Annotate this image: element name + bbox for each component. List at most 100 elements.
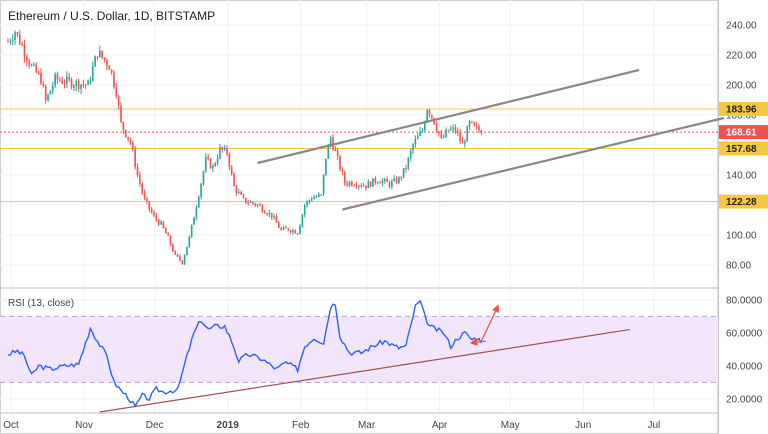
price-tick-label: 80.00	[726, 261, 751, 272]
candle-body	[252, 202, 254, 204]
candle-body	[454, 127, 457, 132]
candle-body	[423, 122, 426, 131]
candle-body	[386, 178, 388, 182]
candle-body	[442, 136, 445, 138]
rsi-tick-label: 40.0000	[726, 361, 763, 372]
candle-body	[221, 147, 224, 150]
candle-body	[308, 200, 311, 202]
candle-body	[358, 185, 360, 187]
candle-body	[139, 175, 141, 184]
candle-body	[193, 217, 195, 225]
candle-body	[103, 57, 106, 61]
candle-body	[216, 158, 219, 164]
candle-body	[94, 56, 96, 67]
candle-body	[127, 136, 129, 140]
candle-body	[414, 139, 417, 145]
candle-body	[167, 233, 169, 236]
candle-body	[341, 169, 344, 172]
candle-body	[129, 139, 132, 143]
candle-body	[376, 182, 379, 184]
candle-body	[372, 178, 374, 187]
candle-body	[75, 80, 78, 86]
rsi-arrow	[480, 304, 499, 342]
candle-body	[73, 85, 75, 88]
candle-body	[212, 165, 214, 169]
candle-body	[421, 130, 424, 132]
candle-body	[160, 221, 162, 225]
candle-body	[426, 110, 428, 123]
candle-body	[131, 142, 134, 150]
candle-body	[459, 132, 461, 141]
candle-body	[54, 73, 56, 86]
candle-body	[186, 246, 188, 256]
level-tag-text: 157.68	[726, 144, 757, 155]
candle-body	[332, 137, 334, 150]
candle-body	[379, 182, 381, 184]
candle-body	[84, 84, 87, 86]
candle-body	[353, 185, 355, 187]
candle-body	[431, 115, 433, 119]
candle-body	[416, 135, 419, 140]
candle-body	[23, 45, 26, 57]
candle-body	[190, 224, 193, 237]
axes: Oct Nov Dec 2019 Feb Mar Apr May Jun Jul 240.00 220…	[3, 21, 768, 431]
candle-body	[26, 56, 28, 61]
candle-body	[320, 194, 323, 196]
candle-body	[80, 84, 82, 89]
candle-body	[44, 86, 47, 101]
x-tick-label: Oct	[3, 420, 19, 431]
candle-body	[315, 196, 318, 198]
candle-body	[51, 85, 54, 91]
candle-body	[285, 227, 287, 229]
candle-body	[202, 171, 205, 184]
level-tag: 122.28	[719, 194, 768, 209]
candle-body	[478, 126, 480, 131]
candle-body	[261, 205, 264, 212]
candle-body	[412, 144, 414, 151]
candle-body	[350, 181, 353, 186]
candle-body	[475, 125, 478, 127]
candle-body	[336, 150, 339, 157]
candle-body	[275, 216, 278, 223]
candle-body	[7, 41, 9, 43]
candle-body	[63, 83, 66, 85]
candle-body	[68, 76, 71, 80]
candle-body	[393, 178, 396, 181]
candle-body	[438, 131, 440, 134]
candle-body	[280, 227, 282, 230]
candle-body	[362, 185, 365, 187]
candle-body	[464, 141, 466, 144]
price-tick-label: 200.00	[726, 81, 757, 92]
candle-body	[172, 244, 174, 252]
candle-body	[181, 260, 184, 264]
x-tick-label: Dec	[146, 420, 164, 431]
candle-body	[355, 185, 358, 187]
candle-body	[254, 203, 257, 206]
level-tag-bg	[719, 194, 768, 209]
candle-body	[58, 79, 61, 81]
candle-body	[245, 197, 247, 203]
candle-body	[40, 72, 42, 84]
candle-body	[56, 73, 59, 80]
rsi-line	[7, 299, 482, 408]
candle-body	[174, 251, 177, 255]
candle-body	[28, 60, 31, 66]
candle-body	[35, 64, 38, 73]
candle-body	[230, 166, 233, 174]
level-tag: 157.68	[719, 141, 768, 156]
candle-body	[21, 44, 23, 46]
chart-title: Ethereum / U.S. Dollar, 1D, BITSTAMP	[8, 9, 215, 23]
candle-body	[303, 205, 306, 215]
channel-line	[342, 116, 725, 211]
candle-body	[318, 194, 320, 197]
candle-body	[33, 64, 35, 66]
candle-body	[122, 121, 125, 130]
candle-body	[325, 158, 327, 175]
price-tick-label: 240.00	[726, 21, 757, 32]
candle-body	[77, 80, 80, 89]
candle-body	[188, 236, 191, 247]
level-tag-bg	[719, 102, 768, 117]
candle-body	[440, 133, 443, 138]
candle-body	[228, 153, 231, 167]
candle-body	[402, 168, 405, 178]
